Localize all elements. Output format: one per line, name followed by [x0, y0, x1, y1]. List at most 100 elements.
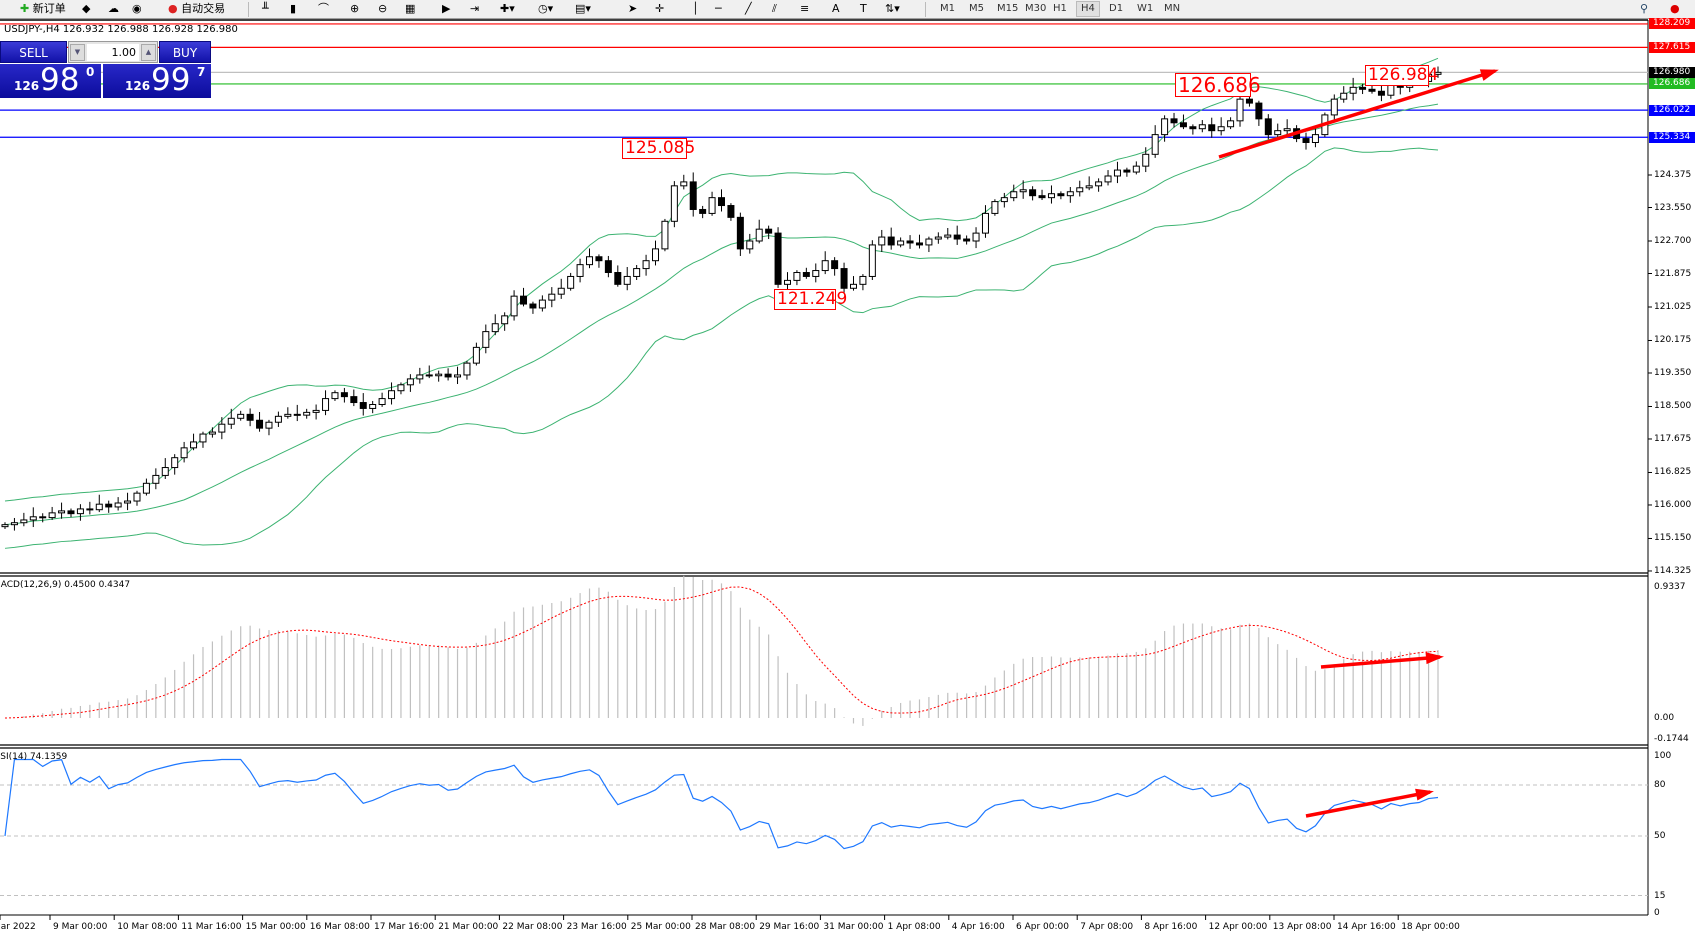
- bullish-candle: [95, 503, 103, 511]
- bearish-candle: [699, 208, 707, 214]
- buy-price[interactable]: 126 99 7: [103, 62, 211, 98]
- price-tick-label: 117.675: [1654, 433, 1692, 444]
- arrows-icon[interactable]: ⇅▾: [885, 2, 900, 15]
- bullish-candle: [48, 512, 56, 519]
- bearish-candle: [350, 396, 358, 404]
- price-tick-label: 118.500: [1654, 401, 1692, 412]
- text-icon[interactable]: A: [832, 2, 840, 15]
- timeframe-m30[interactable]: M30: [1025, 3, 1047, 14]
- bearish-candle: [1302, 138, 1310, 143]
- bullish-candle: [1104, 175, 1112, 183]
- bearish-candle: [293, 413, 301, 416]
- bullish-candle: [1095, 181, 1103, 187]
- resistance-annotation[interactable]: 126.686: [1175, 73, 1261, 97]
- timeframe-m15[interactable]: M15: [997, 3, 1019, 14]
- bullish-candle: [284, 413, 292, 417]
- current-high-annotation[interactable]: 126.984: [1365, 65, 1438, 86]
- templates-icon[interactable]: ▤▾: [575, 2, 591, 15]
- bullish-candle: [142, 482, 150, 494]
- timeframe-m1[interactable]: M1: [940, 3, 955, 14]
- equidistant-channel-icon[interactable]: ⫽: [772, 2, 777, 15]
- notification-icon[interactable]: ●: [1670, 2, 1680, 15]
- trendline-icon[interactable]: ╱: [745, 2, 752, 15]
- bullish-candle: [548, 293, 556, 301]
- bullish-candle: [1330, 98, 1338, 116]
- bullish-candle: [783, 279, 791, 285]
- bullish-candle: [859, 275, 867, 285]
- bullish-candle: [180, 447, 188, 459]
- sell-price-prefix: 126: [14, 79, 40, 93]
- indicators-icon[interactable]: ✚▾: [500, 2, 515, 15]
- bearish-candle: [1208, 124, 1216, 132]
- price-tick-label: 115.150: [1654, 533, 1692, 544]
- periods-icon[interactable]: ◷▾: [538, 2, 554, 15]
- fibonacci-icon[interactable]: ≡: [800, 2, 810, 15]
- timeframe-h4[interactable]: H4: [1076, 1, 1100, 17]
- bullish-candle: [208, 431, 216, 435]
- price-tick-label: 116.000: [1654, 499, 1692, 510]
- bullish-candle: [237, 413, 245, 419]
- bullish-candle: [171, 457, 179, 469]
- lot-increase-button[interactable]: ▲: [141, 44, 156, 61]
- time-label: 25 Mar 00:00: [630, 922, 691, 932]
- chart-shift-icon[interactable]: ⇥: [470, 2, 480, 15]
- time-label: 31 Mar 00:00: [823, 922, 884, 932]
- horizontal-line-icon[interactable]: ─: [715, 2, 722, 15]
- bullish-candle: [501, 315, 509, 325]
- vertical-line-icon[interactable]: │: [692, 2, 699, 15]
- navigator-icon[interactable]: ☁: [108, 2, 119, 15]
- timeframe-w1[interactable]: W1: [1137, 3, 1154, 14]
- bullish-candle: [1132, 165, 1140, 173]
- high-annotation[interactable]: 125.085: [622, 138, 695, 159]
- tile-windows-icon[interactable]: ▦: [405, 2, 416, 15]
- time-label: 22 Mar 08:00: [502, 922, 563, 932]
- bullish-candle: [1434, 71, 1442, 75]
- bearish-candle: [246, 413, 254, 421]
- bearish-candle: [444, 373, 452, 378]
- auto-scroll-icon[interactable]: ▶: [442, 2, 451, 15]
- bullish-candle: [623, 275, 631, 285]
- bullish-candle: [642, 260, 650, 270]
- time-label: 18 Apr 00:00: [1401, 922, 1460, 932]
- time-label: 14 Apr 16:00: [1337, 922, 1396, 932]
- bearish-candle: [840, 268, 848, 289]
- lot-size-stepper[interactable]: ▼ 1.00 ▲: [68, 41, 158, 63]
- rsi-line: [4, 758, 1439, 850]
- timeframe-d1[interactable]: D1: [1109, 3, 1124, 14]
- cursor-icon[interactable]: ➤: [628, 2, 638, 15]
- market-watch-icon[interactable]: ◆: [82, 2, 91, 15]
- low-annotation[interactable]: 121.249: [774, 289, 847, 310]
- timeframe-mn[interactable]: MN: [1164, 3, 1181, 14]
- lot-size-input[interactable]: 1.00: [87, 44, 139, 61]
- zoom-in-icon[interactable]: ⊕: [350, 2, 360, 15]
- macd-tick-label: -0.1744: [1654, 734, 1689, 744]
- bullish-candle: [1151, 134, 1159, 155]
- line-chart-icon[interactable]: ⌒: [318, 2, 329, 15]
- bearish-candle: [831, 260, 839, 270]
- buy-button[interactable]: BUY: [159, 41, 211, 63]
- price-tick-label: 120.175: [1654, 335, 1692, 346]
- auto-trading-button[interactable]: ● 自动交易: [168, 1, 225, 17]
- macd-tick-label: 0.00: [1654, 713, 1675, 723]
- bearish-candle: [1029, 189, 1037, 197]
- bullish-candle: [388, 390, 396, 400]
- lot-decrease-button[interactable]: ▼: [70, 44, 85, 61]
- sell-button[interactable]: SELL: [0, 41, 67, 63]
- bearish-candle: [1057, 193, 1065, 197]
- zoom-out-icon[interactable]: ⊖: [378, 2, 388, 15]
- bearish-candle: [39, 516, 47, 519]
- timeframe-m5[interactable]: M5: [969, 3, 984, 14]
- crosshair-icon[interactable]: ✛: [655, 2, 665, 15]
- bullish-candle: [312, 409, 320, 413]
- bearish-candle: [425, 374, 433, 377]
- timeframe-h1[interactable]: H1: [1053, 3, 1067, 14]
- sell-price[interactable]: 126 98 0: [0, 62, 101, 98]
- new-order-button[interactable]: ✚ 新订单: [20, 1, 66, 17]
- bearish-candle: [1368, 88, 1376, 92]
- text-label-icon[interactable]: T: [860, 2, 867, 15]
- candlestick-icon[interactable]: ▮: [290, 2, 297, 15]
- signal-icon[interactable]: ◉: [132, 2, 142, 15]
- search-icon[interactable]: ⚲: [1640, 2, 1649, 15]
- bar-chart-icon[interactable]: ╨: [262, 2, 269, 15]
